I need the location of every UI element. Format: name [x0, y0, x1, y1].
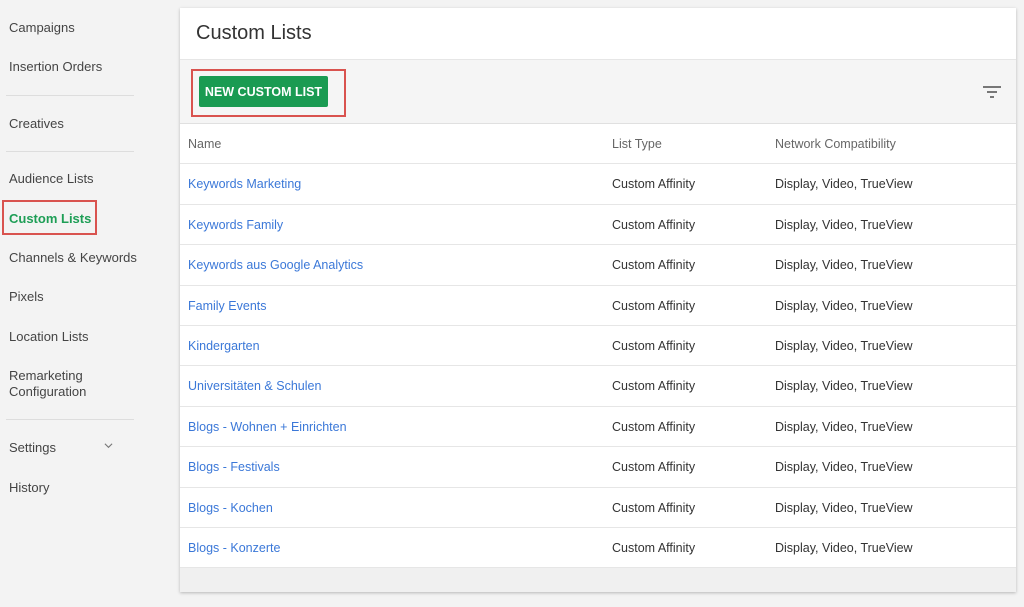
sidebar-item-audience-lists[interactable]: Audience Lists	[9, 171, 94, 186]
list-name-link[interactable]: Blogs - Festivals	[188, 460, 280, 475]
list-type: Custom Affinity	[612, 338, 696, 353]
page-title: Custom Lists	[180, 8, 1016, 60]
new-custom-list-button[interactable]: NEW CUSTOM LIST	[199, 76, 328, 107]
list-type: Custom Affinity	[612, 540, 696, 555]
list-name-link[interactable]: Blogs - Kochen	[188, 500, 273, 515]
list-type: Custom Affinity	[612, 258, 696, 273]
list-type: Custom Affinity	[612, 379, 696, 394]
sidebar-item-custom-lists[interactable]: Custom Lists	[9, 211, 92, 226]
network-compatibility: Display, Video, TrueView	[775, 379, 913, 394]
filter-icon[interactable]	[982, 84, 1002, 100]
list-name-link[interactable]: Blogs - Wohnen + Einrichten	[188, 419, 347, 434]
column-header-name[interactable]: Name	[188, 137, 222, 151]
table-row: Blogs - Festivals Custom Affinity Display,…	[180, 447, 1016, 488]
table-footer	[180, 568, 1016, 592]
table-row: Universitäten & Schulen Custom Affinity Di…	[180, 366, 1016, 407]
column-header-network-compatibility[interactable]: Network Compatibility	[775, 137, 896, 151]
network-compatibility: Display, Video, TrueView	[775, 177, 913, 192]
divider	[6, 95, 134, 96]
table-header: Name List Type Network Compatibility	[180, 124, 1016, 165]
table-row: Keywords Marketing Custom Affinity Display…	[180, 164, 1016, 205]
table-row: Blogs - Konzerte Custom Affinity Display, …	[180, 528, 1016, 569]
sidebar-item-channels-keywords[interactable]: Channels & Keywords	[9, 250, 137, 265]
table-row: Blogs - Kochen Custom Affinity Display, Vi…	[180, 488, 1016, 528]
network-compatibility: Display, Video, TrueView	[775, 298, 913, 313]
custom-lists-card: Custom Lists NEW CUSTOM LIST Name List T…	[180, 8, 1016, 592]
network-compatibility: Display, Video, TrueView	[775, 338, 913, 353]
list-name-link[interactable]: Family Events	[188, 298, 267, 313]
list-name-link[interactable]: Keywords Family	[188, 217, 284, 232]
network-compatibility: Display, Video, TrueView	[775, 419, 913, 434]
column-header-list-type[interactable]: List Type	[612, 137, 662, 151]
list-type: Custom Affinity	[612, 460, 696, 475]
table-row: Keywords Family Custom Affinity Display, V…	[180, 205, 1016, 246]
list-name-link[interactable]: Kindergarten	[188, 338, 260, 353]
list-name-link[interactable]: Keywords aus Google Analytics	[188, 258, 364, 273]
chevron-down-icon[interactable]	[104, 441, 113, 450]
divider	[6, 419, 134, 420]
sidebar-item-insertion-orders[interactable]: Insertion Orders	[9, 59, 103, 74]
sidebar-item-remarketing-configuration[interactable]: Remarketing Configuration	[9, 368, 87, 399]
network-compatibility: Display, Video, TrueView	[775, 258, 913, 273]
list-name-link[interactable]: Blogs - Konzerte	[188, 540, 281, 555]
table-row: Kindergarten Custom Affinity Display, Vide…	[180, 326, 1016, 367]
sidebar-item-location-lists[interactable]: Location Lists	[9, 329, 89, 344]
network-compatibility: Display, Video, TrueView	[775, 460, 913, 475]
sidebar-item-campaigns[interactable]: Campaigns	[9, 20, 75, 35]
list-type: Custom Affinity	[612, 419, 696, 434]
toolbar: NEW CUSTOM LIST	[180, 60, 1016, 124]
highlight-box	[2, 200, 97, 235]
list-type: Custom Affinity	[612, 298, 696, 313]
list-name-link[interactable]: Universitäten & Schulen	[188, 379, 322, 394]
table-row: Family Events Custom Affinity Display, Vid…	[180, 286, 1016, 326]
list-type: Custom Affinity	[612, 177, 696, 192]
network-compatibility: Display, Video, TrueView	[775, 540, 913, 555]
sidebar-item-settings[interactable]: Settings	[9, 440, 56, 455]
sidebar-item-history[interactable]: History	[9, 480, 50, 495]
network-compatibility: Display, Video, TrueView	[775, 217, 913, 232]
list-name-link[interactable]: Keywords Marketing	[188, 177, 302, 192]
list-type: Custom Affinity	[612, 217, 696, 232]
table-row: Keywords aus Google Analytics Custom Affi…	[180, 245, 1016, 286]
network-compatibility: Display, Video, TrueView	[775, 500, 913, 515]
highlight-box	[191, 69, 346, 117]
table-row: Blogs - Wohnen + Einrichten Custom Affini…	[180, 407, 1016, 448]
list-type: Custom Affinity	[612, 500, 696, 515]
sidebar-item-creatives[interactable]: Creatives	[9, 116, 64, 131]
divider	[6, 151, 134, 152]
sidebar-item-pixels[interactable]: Pixels	[9, 289, 44, 304]
